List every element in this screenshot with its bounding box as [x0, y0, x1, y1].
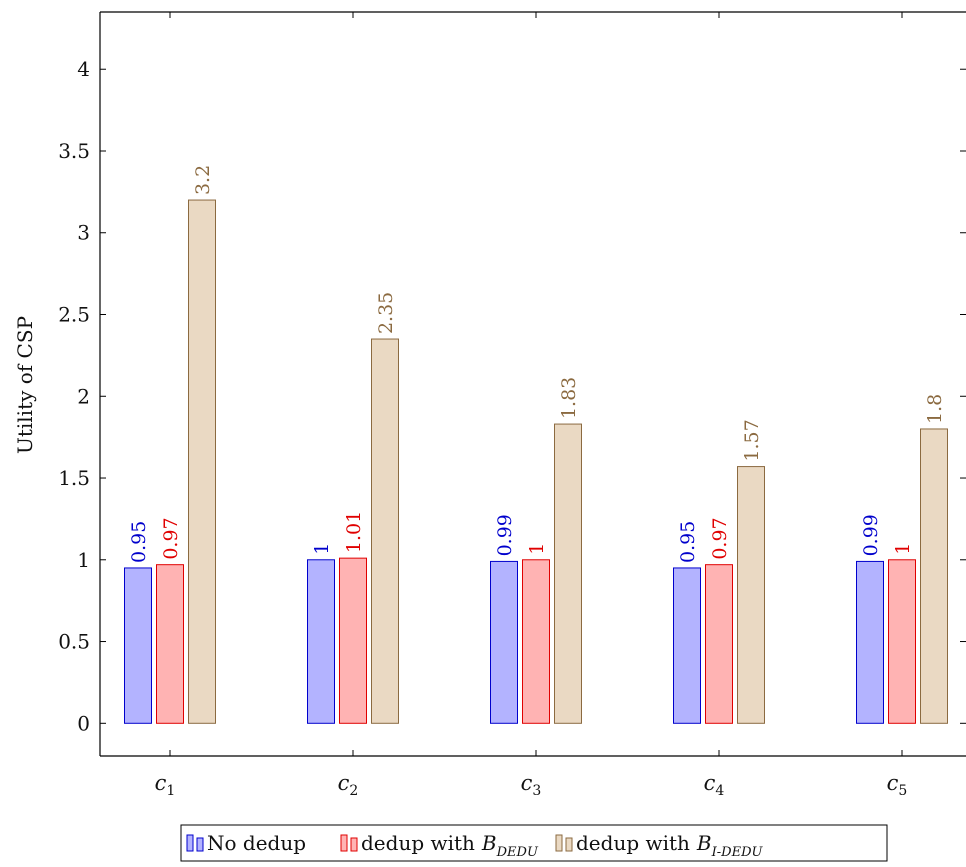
- legend-box: [180, 824, 888, 862]
- y-tick-label: 4: [77, 57, 90, 81]
- bar-dedup_bdedu-2: [339, 557, 367, 724]
- legend-swatch-dedup_bdedu-2: [350, 837, 358, 852]
- x-tick-label: c3: [521, 771, 542, 799]
- y-tick-label: 2.5: [58, 303, 90, 327]
- y-tick-label: 1.5: [58, 466, 90, 490]
- bar-dedup_bdedu-1: [156, 564, 184, 724]
- value-label-no_dedup-3: 0.99: [494, 514, 516, 556]
- bar-dedup_bidedu-2: [371, 338, 399, 724]
- bar-no_dedup-2: [307, 559, 335, 724]
- bar-dedup_bidedu-3: [554, 423, 582, 724]
- value-label-dedup_bdedu-1: 0.97: [160, 517, 182, 559]
- value-label-dedup_bdedu-3: 1: [526, 543, 548, 555]
- legend-swatch-dedup_bdedu: [340, 834, 348, 852]
- y-tick-label: 3: [77, 221, 90, 245]
- legend-swatch-no_dedup: [186, 834, 194, 852]
- legend-swatch-dedup_bidedu: [555, 834, 563, 852]
- bar-dedup_bidedu-4: [737, 466, 765, 724]
- bar-dedup_bidedu-1: [188, 199, 216, 724]
- bar-no_dedup-4: [673, 567, 701, 724]
- legend-label-no_dedup: No dedup: [207, 831, 306, 855]
- bar-no_dedup-1: [124, 567, 152, 724]
- x-tick-label: c1: [155, 771, 176, 799]
- bar-no_dedup-3: [490, 560, 518, 724]
- x-tick-label: c5: [887, 771, 908, 799]
- value-label-dedup_bidedu-4: 1.57: [741, 419, 763, 461]
- y-tick-label: 0: [77, 711, 90, 735]
- y-tick-label: 2: [77, 384, 90, 408]
- bar-dedup_bidedu-5: [920, 428, 948, 724]
- y-tick-label: 3.5: [58, 139, 90, 163]
- y-axis-title: Utility of CSP: [13, 316, 37, 454]
- bars: [124, 199, 948, 724]
- value-label-dedup_bidedu-3: 1.83: [558, 377, 580, 419]
- value-label-dedup_bdedu-4: 0.97: [709, 517, 731, 559]
- value-label-dedup_bidedu-5: 1.8: [924, 394, 946, 424]
- value-label-no_dedup-4: 0.95: [677, 521, 699, 563]
- bar-dedup_bdedu-4: [705, 564, 733, 724]
- value-label-no_dedup-2: 1: [311, 543, 333, 555]
- y-tick-label: 1: [77, 548, 90, 572]
- value-labels: 0.95 1 0.99 0.95 0.99 0.97 1.01 1 0.97 1 3.2 2.35 1.…: [128, 165, 946, 563]
- value-label-no_dedup-1: 0.95: [128, 521, 150, 563]
- value-label-dedup_bidedu-1: 3.2: [192, 165, 214, 195]
- value-label-dedup_bdedu-2: 1.01: [343, 511, 365, 553]
- y-tick-label: 0.5: [58, 630, 90, 654]
- value-label-dedup_bdedu-5: 1: [892, 543, 914, 555]
- value-label-no_dedup-5: 0.99: [860, 514, 882, 556]
- bar-dedup_bdedu-5: [888, 559, 916, 724]
- x-tick-label: c2: [338, 771, 359, 799]
- bar-no_dedup-5: [856, 560, 884, 724]
- legend-swatch-no_dedup-2: [196, 837, 204, 852]
- legend: No dedup dedup with BDEDU dedup with BI-DEDU: [180, 824, 888, 862]
- bar-dedup_bdedu-3: [522, 559, 550, 724]
- x-tick-label: c4: [704, 771, 725, 799]
- legend-swatch-dedup_bidedu-2: [565, 837, 573, 852]
- value-label-dedup_bidedu-2: 2.35: [375, 292, 397, 334]
